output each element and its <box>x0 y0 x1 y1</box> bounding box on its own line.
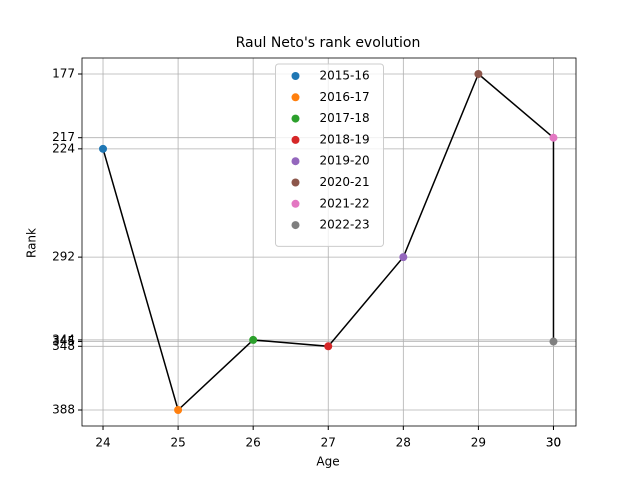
x-tick-label: 24 <box>95 436 110 450</box>
x-tick-label: 26 <box>246 436 261 450</box>
legend-marker <box>291 178 300 187</box>
legend-label: 2016-17 <box>320 90 370 104</box>
rank-line <box>102 72 555 412</box>
x-tick-label: 28 <box>396 436 411 450</box>
plot-frame <box>81 57 577 427</box>
x-axis-label: Age <box>316 455 339 469</box>
legend-label: 2015-16 <box>320 69 370 83</box>
legend-marker <box>291 135 300 144</box>
point <box>399 253 408 262</box>
point <box>324 342 333 351</box>
legend-label: 2021-22 <box>320 196 370 210</box>
point <box>474 70 483 79</box>
y-tick-label: 177 <box>52 67 75 81</box>
legend-label: 2020-21 <box>320 175 370 189</box>
legend-marker <box>291 72 300 80</box>
x-tick-label: 30 <box>546 436 561 450</box>
legend-marker <box>291 221 300 230</box>
legend-label: 2019-20 <box>320 154 370 168</box>
y-tick-label: 348 <box>52 339 75 353</box>
y-axis-label: Rank <box>25 228 39 258</box>
point <box>174 405 183 414</box>
point <box>249 335 258 344</box>
x-tick-label: 30 <box>546 436 561 450</box>
point <box>549 337 558 346</box>
y-tick-label: 345 <box>52 334 75 348</box>
x-tick-label: 27 <box>321 436 336 450</box>
legend-marker <box>291 93 300 102</box>
legend-label: 2017-18 <box>320 111 370 125</box>
y-tick-label: 344 <box>52 332 75 346</box>
chart-title: Raul Neto's rank evolution <box>236 35 421 51</box>
y-tick-label: 217 <box>52 130 75 144</box>
legend-label: 2018-19 <box>320 132 370 146</box>
legend: 2015-16 2016-17 2017-18 2018-19 2019-20 2020-… <box>275 63 384 247</box>
legend-label: 2022-23 <box>320 218 370 232</box>
point <box>549 133 558 142</box>
y-tick-label: 224 <box>52 141 75 155</box>
legend-marker <box>291 114 300 123</box>
x-tick-label: 25 <box>170 436 185 450</box>
y-tick-label: 388 <box>52 402 75 416</box>
legend-marker <box>291 157 300 166</box>
legend-box <box>275 63 384 247</box>
y-tick-label: 292 <box>52 250 75 264</box>
point <box>99 144 108 153</box>
legend-marker <box>291 199 300 208</box>
x-tick-label: 29 <box>471 436 486 450</box>
